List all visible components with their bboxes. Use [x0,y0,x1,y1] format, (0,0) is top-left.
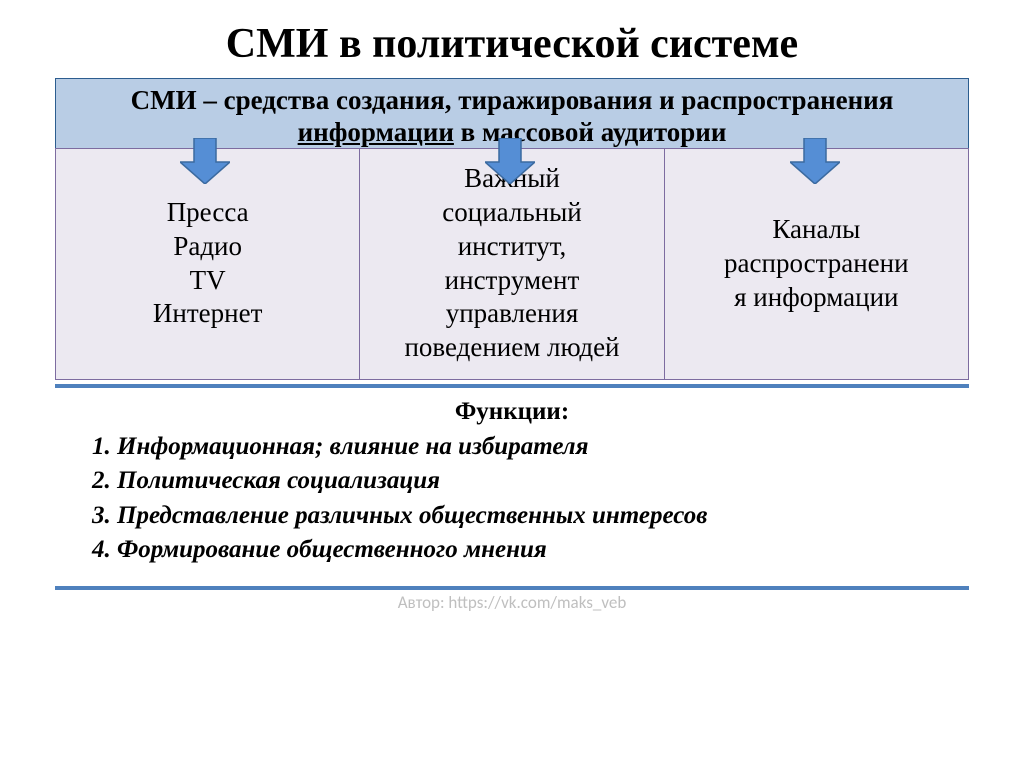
definition-underlined: информации [298,117,454,147]
col-text: TV [190,264,226,298]
col-text: Интернет [153,297,262,331]
definition-pre: СМИ – средства создания, тиражирования и… [131,85,894,115]
functions-heading: Функции: [69,398,955,426]
col-text: инструмент [445,264,580,298]
functions-box: Функции: Информационная; влияние на изби… [55,384,969,590]
col-text: управления [446,297,579,331]
col-text: я информации [734,281,898,315]
col-text: Пресса [167,196,249,230]
list-item: Формирование общественного мнения [117,533,955,568]
col-text: распространени [724,247,909,281]
list-item: Информационная; влияние на избирателя [117,430,955,465]
author-credit: Автор: https://vk.com/maks_veb [55,592,969,613]
arrow-down-icon [790,138,840,184]
functions-list: Информационная; влияние на избирателя По… [69,430,955,568]
col-text: институт, [458,230,567,264]
arrow-down-icon [180,138,230,184]
list-item: Представление различных общественных инт… [117,499,955,534]
page-title: СМИ в политической системе [55,20,969,68]
col-text: поведением людей [404,331,619,365]
arrow-down-icon [485,138,535,184]
col-text: Радио [173,230,242,264]
col-text: Каналы [772,213,860,247]
list-item: Политическая социализация [117,464,955,499]
col-text: социальный [442,196,581,230]
